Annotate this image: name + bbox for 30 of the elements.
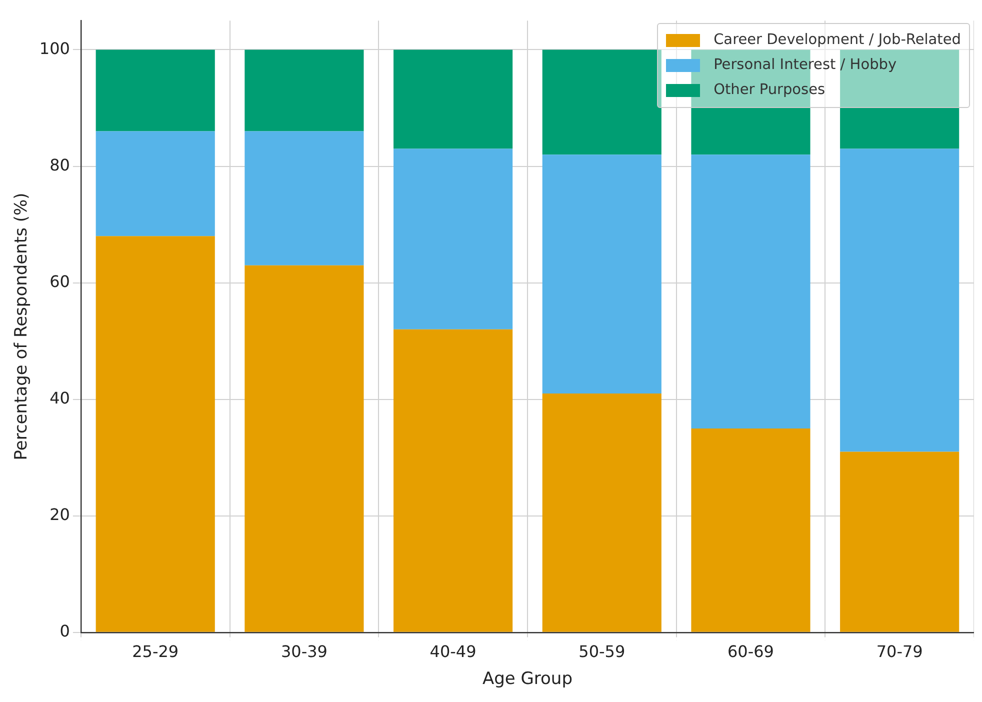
bar — [691, 154, 810, 428]
bar — [96, 50, 215, 132]
bar — [394, 50, 513, 149]
x-tick-label: 60-69 — [727, 642, 774, 662]
x-tick-label: 40-49 — [430, 642, 476, 662]
bar — [840, 452, 960, 632]
bar — [394, 148, 513, 330]
bar — [244, 50, 364, 132]
bar — [394, 329, 513, 632]
x-tick-label: 25-29 — [132, 642, 179, 662]
y-tick-label: 80 — [50, 155, 70, 174]
bar — [840, 148, 960, 452]
bar — [244, 131, 364, 266]
bar — [244, 265, 364, 632]
bar — [96, 236, 215, 632]
y-tick-label: 60 — [50, 272, 70, 291]
bar — [96, 131, 215, 236]
legend-label: Career Development / Job-Related — [714, 32, 961, 48]
x-axis-title: Age Group — [482, 669, 572, 690]
y-tick-label: 20 — [50, 505, 70, 524]
bar — [691, 428, 810, 632]
x-tick-label: 50-59 — [578, 642, 626, 662]
y-tick-label: 100 — [39, 38, 70, 58]
bar — [542, 154, 662, 394]
bar — [542, 394, 662, 632]
y-tick-label: 0 — [60, 622, 70, 641]
x-tick-label: 30-39 — [280, 642, 328, 662]
y-axis-title: Percentage of Respondents (%) — [12, 192, 32, 460]
y-tick-label: 40 — [50, 388, 70, 408]
x-tick-label: 70-79 — [876, 642, 923, 662]
